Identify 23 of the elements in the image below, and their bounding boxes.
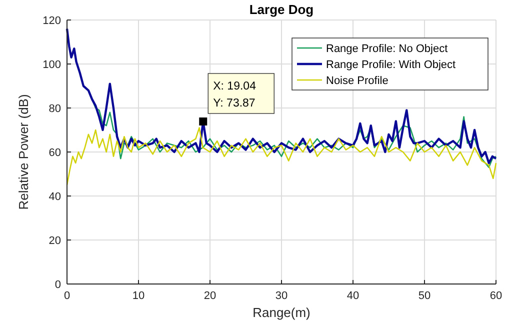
y-tick-label: 100 (42, 59, 61, 71)
y-tick-label: 120 (42, 15, 61, 27)
x-tick-label: 30 (275, 290, 288, 302)
legend-label: Range Profile: With Object (326, 59, 456, 71)
x-tick-label: 20 (204, 290, 216, 302)
y-tick-label: 20 (48, 235, 61, 247)
annotation: X: 19.04 Y: 73.87 (213, 80, 257, 110)
x-axis-title: Range(m) (252, 305, 310, 320)
x-tick-label: 10 (132, 290, 145, 302)
x-tick-label: 60 (490, 290, 502, 302)
x-tick-label: 50 (418, 290, 431, 302)
y-axis-title: Relative Power (dB) (16, 94, 31, 210)
line-series (66, 127, 497, 186)
x-tick-label: 40 (346, 290, 360, 302)
line-series (66, 28, 498, 164)
x-tick-label: 0 (64, 290, 70, 302)
y-tick-label: 60 (48, 147, 61, 159)
y-tick-label: 40 (48, 191, 61, 203)
y-tick-label: 0 (54, 279, 61, 291)
y-tick-label: 80 (48, 103, 61, 115)
legend-label: Range Profile: No Object (326, 43, 448, 55)
legend-label: Noise Profile (326, 75, 388, 87)
chart-title: Large Dog (249, 2, 314, 17)
